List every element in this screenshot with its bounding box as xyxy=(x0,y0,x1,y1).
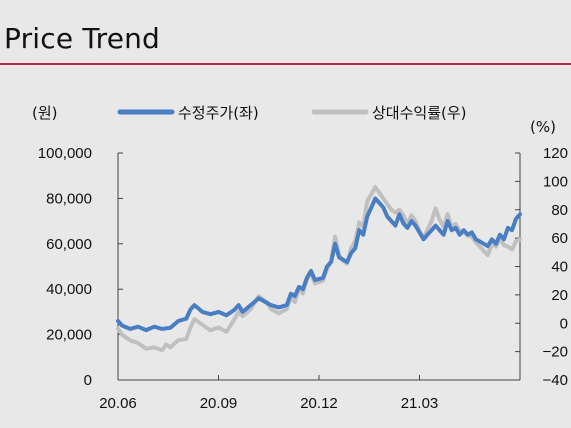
left-tick-label: 0 xyxy=(84,372,92,389)
tick-labels: 020,00040,00060,00080,000100,000−40−2002… xyxy=(38,145,568,412)
left-axis-unit: (원) xyxy=(32,104,58,122)
left-tick-label: 20,000 xyxy=(46,327,92,344)
right-tick-label: 80 xyxy=(551,202,568,219)
series-layer xyxy=(116,185,522,353)
x-tick-label: 20.06 xyxy=(99,395,137,412)
title-divider xyxy=(0,63,571,65)
right-tick-label: 0 xyxy=(560,315,568,332)
legend-label-2: 상대수익률(우) xyxy=(372,104,467,122)
page-title: Price Trend xyxy=(4,22,161,55)
legend: 수정주가(좌) 상대수익률(우) xyxy=(117,104,467,122)
axes xyxy=(117,152,521,381)
legend-label-1: 수정주가(좌) xyxy=(178,104,259,122)
left-tick-label: 40,000 xyxy=(46,281,92,298)
right-tick-label: 40 xyxy=(551,259,568,276)
left-tick-label: 60,000 xyxy=(46,236,92,253)
right-tick-label: −20 xyxy=(543,344,568,361)
right-tick-label: 20 xyxy=(551,287,568,304)
right-axis-unit: (%) xyxy=(530,118,556,136)
right-tick-label: −40 xyxy=(543,372,568,389)
x-tick-label: 20.09 xyxy=(200,395,238,412)
series-line-relative-return xyxy=(116,185,522,353)
right-tick-label: 60 xyxy=(551,230,568,247)
x-tick-label: 21.03 xyxy=(401,395,439,412)
series-line-adjusted-price xyxy=(116,196,522,333)
left-tick-label: 100,000 xyxy=(38,145,92,162)
x-tick-label: 20.12 xyxy=(300,395,338,412)
left-tick-label: 80,000 xyxy=(46,190,92,207)
right-tick-label: 100 xyxy=(543,173,568,190)
right-tick-label: 120 xyxy=(543,145,568,162)
